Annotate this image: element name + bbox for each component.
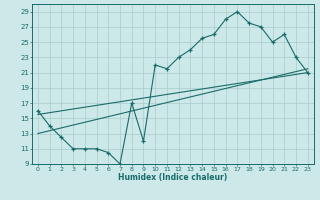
X-axis label: Humidex (Indice chaleur): Humidex (Indice chaleur) — [118, 173, 228, 182]
